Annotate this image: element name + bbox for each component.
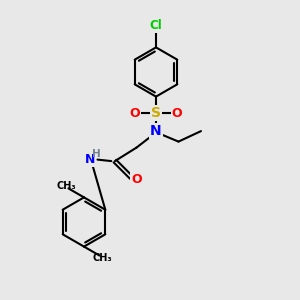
Text: N: N — [150, 124, 162, 138]
Text: N: N — [85, 153, 95, 166]
Text: O: O — [172, 106, 182, 120]
Text: O: O — [130, 106, 140, 120]
Text: Cl: Cl — [150, 19, 162, 32]
Text: CH₃: CH₃ — [92, 253, 112, 263]
Text: S: S — [151, 106, 161, 120]
Text: CH₃: CH₃ — [56, 181, 76, 191]
Text: O: O — [131, 172, 142, 186]
Text: H: H — [92, 149, 101, 159]
